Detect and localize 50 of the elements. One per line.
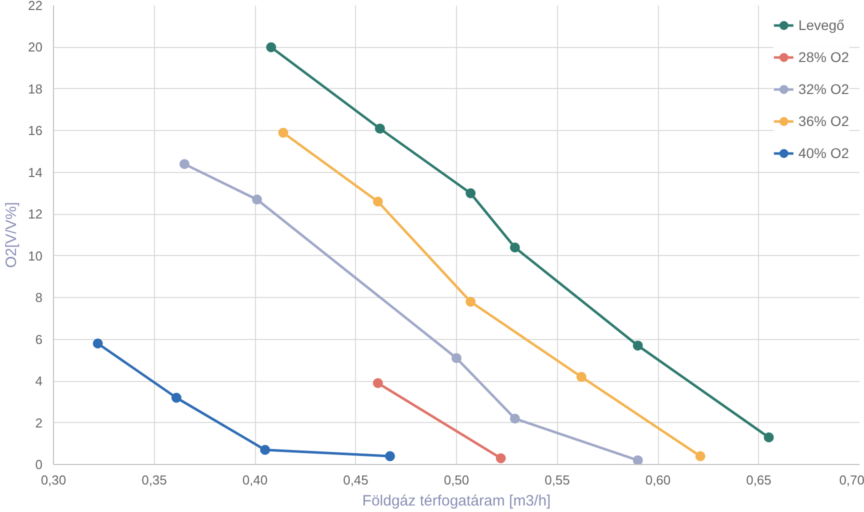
point: [695, 451, 706, 462]
y-tick-label: 22: [28, 0, 43, 13]
y-axis-title: O2[V/V%]: [3, 202, 20, 268]
legend-label: 36% O2: [798, 113, 849, 129]
x-tick-label: 0,60: [645, 472, 671, 488]
y-tick-label: 14: [28, 164, 43, 180]
point: [372, 196, 383, 207]
y-tick-label: 6: [35, 332, 43, 347]
x-tick-label: 0,30: [40, 472, 66, 488]
y-tick-label: 12: [28, 206, 43, 222]
point: [496, 453, 506, 464]
point: [466, 188, 476, 198]
point: [385, 451, 396, 462]
y-tick-label: 16: [28, 123, 43, 138]
x-tick-label: 0,65: [746, 472, 772, 488]
legend-label: Levegő: [798, 17, 844, 33]
point: [266, 42, 276, 52]
point: [764, 432, 774, 442]
y-tick-label: 4: [35, 374, 43, 389]
point: [466, 296, 476, 307]
point: [260, 444, 270, 455]
point: [372, 378, 383, 388]
point: [171, 392, 182, 403]
y-tick-label: 10: [28, 248, 43, 264]
x-tick-label: 0,50: [444, 472, 470, 488]
point: [179, 159, 190, 170]
legend-label: 32% O2: [798, 81, 849, 97]
legend-label: 28% O2: [798, 49, 849, 65]
point: [252, 194, 262, 205]
x-tick-label: 0,70: [839, 472, 864, 488]
x-tick-label: 0,40: [242, 472, 268, 488]
point: [576, 372, 586, 382]
x-tick-label: 0,45: [343, 472, 368, 488]
point: [632, 455, 643, 464]
y-tick-label: 8: [35, 290, 43, 306]
y-tick-label: 20: [28, 40, 43, 55]
point: [92, 338, 103, 348]
point: [374, 124, 385, 134]
point: [452, 353, 462, 364]
y-tick-label: 18: [28, 81, 43, 96]
x-axis-title: Földgáz térfogatáram [m3/h]: [362, 492, 551, 510]
point: [632, 340, 643, 351]
legend-label: 40% O2: [798, 145, 849, 161]
point: [510, 242, 520, 253]
x-tick-label: 0,55: [544, 472, 570, 488]
point: [278, 128, 288, 138]
y-tick-label: 2: [35, 415, 43, 430]
point: [510, 414, 520, 424]
x-tick-label: 0,35: [142, 472, 167, 488]
y-tick-label: 0: [35, 457, 43, 472]
